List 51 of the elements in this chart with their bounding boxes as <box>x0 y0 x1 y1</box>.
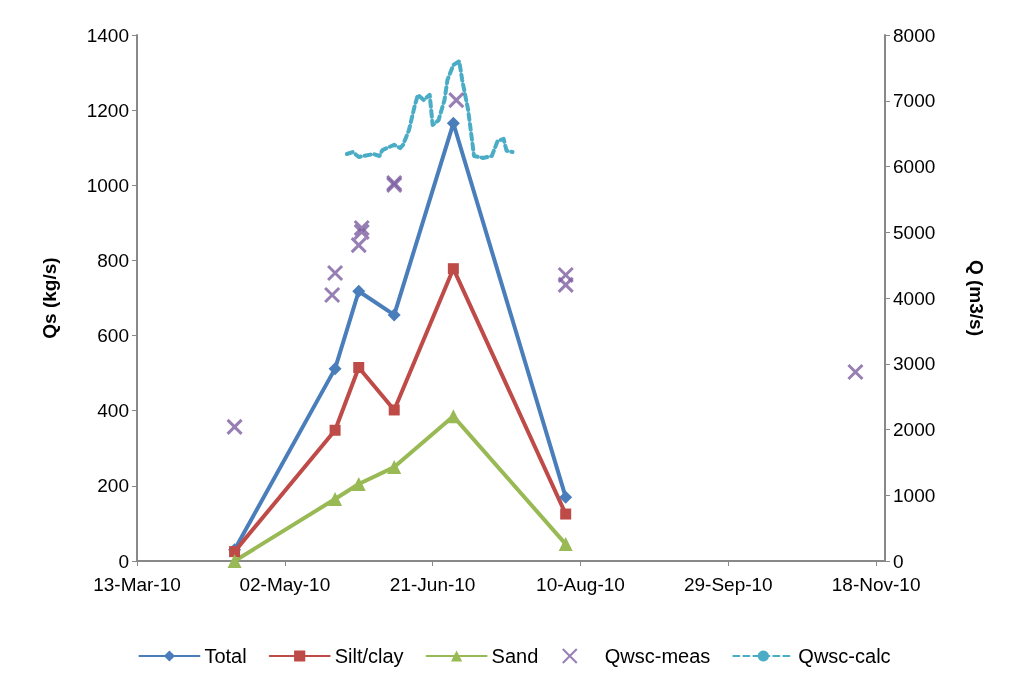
y2-tick-label: 1000 <box>893 484 936 506</box>
point <box>387 308 401 322</box>
y-tick-label: 600 <box>97 325 129 347</box>
y2-tick-label: 6000 <box>893 156 936 177</box>
y2-tick-label: 4000 <box>893 287 936 309</box>
point <box>352 284 366 298</box>
point <box>326 264 344 282</box>
x-tick-label: 21-Jun-10 <box>389 574 476 595</box>
y-tick-label: 400 <box>97 400 129 422</box>
legend-label: Silt/clay <box>334 645 404 667</box>
x-tick-label: 29-Sep-10 <box>683 574 773 595</box>
point <box>559 490 573 504</box>
y2-tick-label: 3000 <box>893 353 936 375</box>
legend-label: Sand <box>491 645 539 667</box>
legend-label: Qwsc-calc <box>798 645 891 667</box>
y2-tick-label: 5000 <box>893 221 936 243</box>
y-tick-label: 0 <box>118 550 129 572</box>
point <box>227 554 242 568</box>
legend-label: Total <box>204 645 247 667</box>
point <box>328 492 343 507</box>
point <box>387 460 402 475</box>
point <box>353 362 365 374</box>
point <box>846 363 864 381</box>
point <box>329 424 341 436</box>
y2-axis-title: Q (m3/s) <box>966 259 987 337</box>
y2-tick-label: 2000 <box>893 419 936 440</box>
y2-tick-label: 7000 <box>893 90 936 112</box>
line-series <box>344 59 515 160</box>
y2-tick-label: 8000 <box>893 24 936 46</box>
x-tick-label: 18-Nov-10 <box>831 574 921 595</box>
y-tick-label: 1000 <box>86 174 129 196</box>
x-tick-label: 10-Aug-10 <box>536 574 625 595</box>
point <box>447 263 459 275</box>
y-tick-label: 1400 <box>86 24 129 46</box>
point <box>328 362 342 376</box>
x-tick-label: 02-May-10 <box>239 574 331 595</box>
y-tick-label: 1200 <box>86 99 129 121</box>
point <box>323 286 341 304</box>
x-tick-label: 13-Mar-10 <box>93 574 181 595</box>
point <box>446 409 461 424</box>
point <box>226 418 244 436</box>
point <box>560 508 572 520</box>
legend-label: Qwsc-meas <box>604 645 711 667</box>
y2-tick-label: 0 <box>893 550 904 572</box>
point <box>388 404 400 416</box>
y-tick-label: 200 <box>97 475 129 497</box>
y-axis-title: Qs (kg/s) <box>39 257 60 339</box>
y-tick-label: 800 <box>97 249 129 271</box>
point <box>558 537 573 552</box>
point <box>351 476 366 491</box>
point <box>447 91 465 109</box>
